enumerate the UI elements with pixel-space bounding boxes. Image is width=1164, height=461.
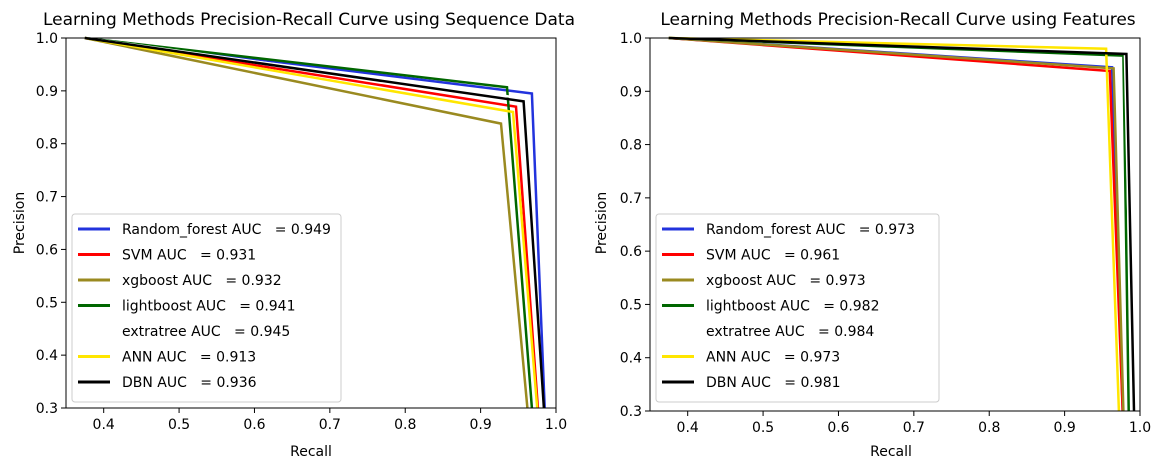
series-line — [84, 36, 539, 409]
series-line — [84, 36, 529, 409]
x-tick-label: 0.9 — [469, 417, 491, 433]
legend-label: Random_forest AUC = 0.973 — [706, 222, 915, 238]
x-tick-label: 0.5 — [168, 417, 190, 433]
y-axis-label: Precision — [12, 192, 28, 254]
y-tick-label: 0.5 — [620, 297, 642, 313]
series-line — [84, 36, 540, 409]
y-tick-label: 0.8 — [620, 138, 642, 154]
y-tick-label: 0.6 — [36, 242, 58, 258]
y-tick-label: 0.5 — [36, 295, 58, 311]
x-axis-label: Recall — [870, 444, 912, 460]
legend-label: SVM AUC = 0.961 — [706, 248, 840, 264]
x-tick-label: 0.8 — [978, 420, 1000, 436]
series-line — [668, 36, 1121, 412]
legend-box — [71, 213, 342, 403]
legend-label: DBN AUC = 0.936 — [122, 375, 257, 391]
legend-label: extratree AUC = 0.984 — [706, 324, 874, 340]
legend-box — [655, 213, 940, 403]
y-tick-label: 1.0 — [36, 31, 58, 47]
series-lines — [84, 36, 546, 409]
axis-ticks: 0.4 0.5 0.6 0.7 0.8 0.9 1.0 0.3 0.4 0.5 0.6 0.7 0.8 0… — [620, 31, 1151, 436]
y-tick-label: 0.6 — [620, 244, 642, 260]
y-tick-label: 1.0 — [620, 31, 642, 47]
axis-ticks: 0.4 0.5 0.6 0.7 0.8 0.9 1.0 0.3 0.4 0.5 0.6 0.7 0.8 0… — [36, 31, 567, 433]
legend-label: ANN AUC = 0.913 — [122, 350, 256, 366]
y-tick-label: 0.4 — [620, 351, 642, 367]
chart-sequence-data: Learning Methods Precision-Recall Curve … — [12, 10, 575, 460]
chart-title: Learning Methods Precision-Recall Curve … — [43, 10, 575, 30]
y-tick-label: 0.9 — [36, 84, 58, 100]
y-tick-label: 0.9 — [620, 84, 642, 100]
legend: Random_forest AUC = 0.949 SVM AUC = 0.931… — [71, 213, 342, 403]
x-tick-label: 1.0 — [1129, 420, 1151, 436]
series-lines — [668, 36, 1136, 412]
chart-title: Learning Methods Precision-Recall Curve … — [660, 10, 1135, 30]
y-tick-label: 0.3 — [36, 401, 58, 417]
x-tick-label: 1.0 — [545, 417, 567, 433]
y-axis-label: Precision — [594, 192, 610, 254]
y-tick-label: 0.7 — [620, 191, 642, 207]
x-axis-label: Recall — [290, 444, 332, 460]
legend-label: SVM AUC = 0.931 — [122, 248, 256, 264]
legend-label: extratree AUC = 0.945 — [122, 324, 290, 340]
x-tick-label: 0.4 — [677, 420, 699, 436]
plot-frame — [649, 37, 1141, 412]
legend-label: ANN AUC = 0.973 — [706, 350, 840, 366]
x-tick-label: 0.5 — [752, 420, 774, 436]
legend-label: xgboost AUC = 0.973 — [706, 273, 866, 289]
series-line — [668, 36, 1125, 412]
series-line — [668, 36, 1136, 412]
legend-label: DBN AUC = 0.981 — [706, 375, 841, 391]
x-tick-label: 0.4 — [93, 417, 115, 433]
legend-label: Random_forest AUC = 0.949 — [122, 222, 331, 238]
legend: Random_forest AUC = 0.973 SVM AUC = 0.961… — [655, 213, 940, 403]
x-tick-label: 0.6 — [243, 417, 265, 433]
y-tick-label: 0.4 — [36, 348, 58, 364]
x-tick-label: 0.7 — [903, 420, 925, 436]
x-tick-label: 0.6 — [827, 420, 849, 436]
legend-label: lightboost AUC = 0.941 — [122, 299, 296, 315]
x-tick-label: 0.7 — [319, 417, 341, 433]
x-tick-label: 0.8 — [394, 417, 416, 433]
chart-features: Learning Methods Precision-Recall Curve … — [594, 10, 1151, 460]
y-tick-label: 0.8 — [36, 137, 58, 153]
series-line — [84, 36, 534, 409]
x-tick-label: 0.9 — [1053, 420, 1075, 436]
y-tick-label: 0.7 — [36, 190, 58, 206]
y-tick-label: 0.3 — [620, 404, 642, 420]
legend-label: xgboost AUC = 0.932 — [122, 273, 282, 289]
legend-label: lightboost AUC = 0.982 — [706, 299, 880, 315]
plot-frame — [65, 37, 557, 409]
series-line — [84, 36, 546, 409]
